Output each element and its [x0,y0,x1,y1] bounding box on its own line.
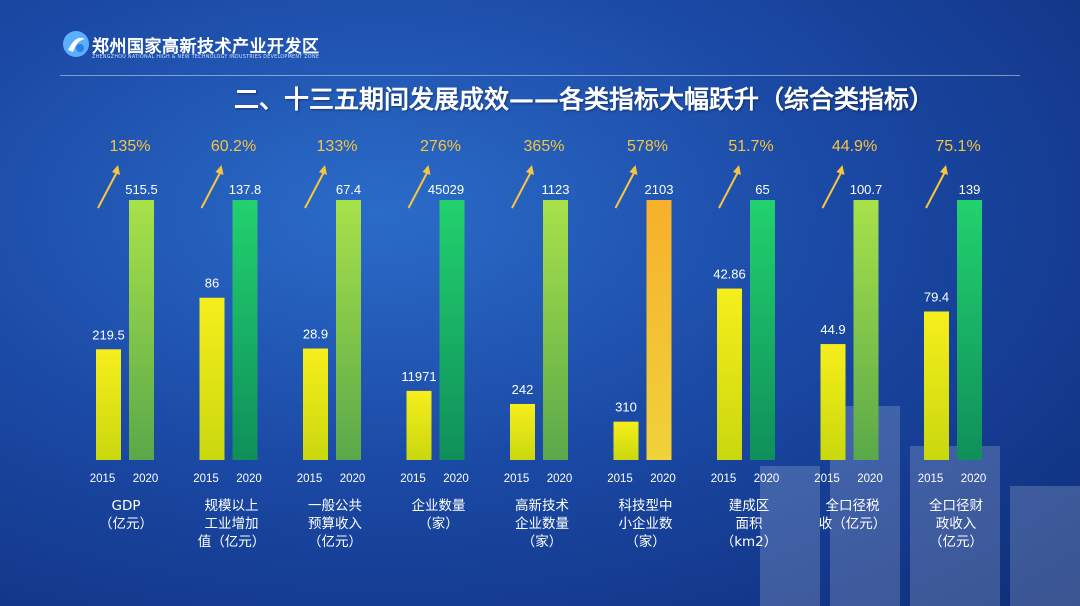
bar-2015 [820,344,846,460]
growth-arrowhead-icon [526,165,534,175]
value-label-2015: 11971 [401,369,436,384]
bar-2015 [924,311,949,460]
bar-2020 [543,200,568,460]
zone-logo-icon [63,31,89,57]
year-tick-2020: 2020 [133,473,159,485]
value-label-2015: 86 [205,276,219,291]
growth-rate-label: 51.7% [728,138,773,155]
value-label-2015: 28.9 [303,327,328,342]
value-label-2020: 65 [755,182,769,197]
year-tick-2015: 2015 [711,473,737,485]
value-label-2020: 137.8 [229,182,262,197]
growth-arrowhead-icon [112,165,120,175]
year-tick-2015: 2015 [400,473,426,485]
category-label: 规模以上 工业增加 值（亿元） [197,498,266,550]
year-tick-2020: 2020 [857,473,883,485]
category-label: 科技型中 小企业数 （家） [618,498,673,550]
growth-arrow-icon [821,169,844,209]
building-watermark-icon [760,406,1080,606]
value-label-2020: 515.5 [125,182,158,197]
category-label: GDP （亿元） [99,498,153,532]
logo-subtext: ZHENGZHOU NATIONAL HIGH & NEW TECHNOLOGY… [92,55,320,60]
year-tick-2020: 2020 [961,473,987,485]
growth-arrow-icon [614,169,637,209]
category-label: 全口径财 政收入 （亿元） [929,498,983,550]
year-tick-2015: 2015 [504,473,530,485]
year-tick-2020: 2020 [236,473,262,485]
value-label-2020: 1123 [542,182,570,197]
value-label-2020: 139 [959,182,981,197]
growth-arrowhead-icon [629,165,638,175]
year-tick-2020: 2020 [340,473,366,485]
value-label-2015: 79.4 [924,289,949,304]
value-label-2015: 42.86 [713,267,746,282]
year-tick-2020: 2020 [754,473,780,485]
bar-2020 [750,200,775,460]
year-tick-2020: 2020 [547,473,573,485]
growth-arrow-icon [407,169,430,209]
growth-arrowhead-icon [940,165,948,175]
logo-text: 郑州国家高新技术产业开发区 [92,37,320,57]
growth-arrow-icon [718,169,740,209]
bar-2020 [957,200,982,460]
bar-2015 [613,421,639,460]
growth-arrowhead-icon [733,165,741,175]
bar-2020 [232,200,258,460]
growth-arrow-icon [304,169,326,209]
bar-2020 [853,200,879,460]
growth-arrowhead-icon [836,165,845,175]
category-label: 全口径税 收（亿元） [818,498,887,532]
growth-rate-label: 133% [317,138,358,155]
category-label: 企业数量 （家） [411,498,466,532]
bar-2020 [336,200,361,460]
header: 郑州国家高新技术产业开发区 ZHENGZHOU NATIONAL HIGH & … [0,0,1080,80]
page-title: 二、十三五期间发展成效——各类指标大幅跃升（综合类指标） [233,85,934,114]
bar-2015 [510,403,535,460]
bar-2015 [199,297,225,460]
growth-rate-label: 578% [627,138,668,155]
growth-arrow-icon [925,169,947,209]
growth-arrowhead-icon [215,165,224,175]
bar-2020 [129,200,154,460]
value-label-2020: 45029 [428,182,464,197]
value-label-2015: 242 [512,382,534,397]
year-tick-2015: 2015 [607,473,633,485]
growth-arrowhead-icon [319,165,327,175]
category-label: 高新技术 企业数量 （家） [515,498,569,550]
bar-2015 [303,348,328,460]
bar-2020 [439,200,465,460]
value-label-2015: 219.5 [92,327,125,342]
growth-arrowhead-icon [422,165,431,175]
year-tick-2015: 2015 [90,473,116,485]
year-tick-2020: 2020 [443,473,469,485]
growth-arrow-icon [200,169,223,209]
category-label: 建成区 面积 （km2） [720,498,778,550]
growth-arrow-icon [97,169,119,209]
growth-rate-label: 60.2% [211,138,256,155]
value-label-2015: 44.9 [820,322,845,337]
growth-rate-label: 75.1% [935,138,980,155]
year-tick-2015: 2015 [814,473,840,485]
growth-rate-label: 365% [524,138,565,155]
bar-2015 [717,288,742,460]
year-tick-2015: 2015 [297,473,323,485]
value-label-2015: 310 [615,400,637,415]
year-tick-2015: 2015 [193,473,219,485]
bar-2020 [646,200,672,460]
header-divider [60,75,1020,76]
bar-2015 [96,349,121,460]
category-label: 一般公共 预算收入 （亿元） [308,498,362,550]
growth-rate-label: 135% [110,138,151,155]
growth-rate-label: 276% [420,138,461,155]
value-label-2020: 100.7 [850,182,883,197]
value-label-2020: 67.4 [336,182,361,197]
bar-2015 [406,390,432,460]
year-tick-2020: 2020 [650,473,676,485]
year-tick-2015: 2015 [918,473,944,485]
growth-arrow-icon [511,169,533,209]
growth-rate-label: 44.9% [832,138,877,155]
value-label-2020: 2103 [645,182,674,197]
